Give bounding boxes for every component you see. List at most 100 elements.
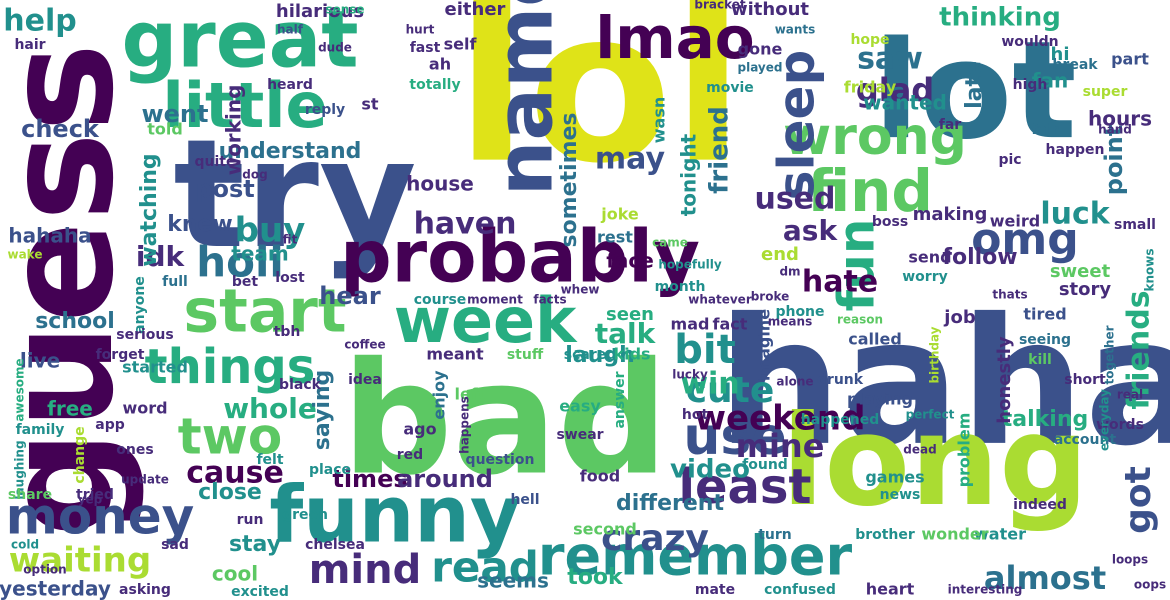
word-means: means — [768, 315, 812, 329]
word-meant: meant — [426, 345, 484, 364]
word-saying: saying — [310, 370, 335, 451]
word-ah: ah — [429, 55, 451, 74]
word-mad: mad — [671, 315, 710, 334]
word-half: half — [277, 23, 304, 37]
word-luck: luck — [1040, 197, 1110, 232]
word-used: used — [754, 182, 835, 217]
word-chelsea: chelsea — [305, 537, 365, 553]
word-hair: hair — [14, 37, 45, 53]
word-far: far — [939, 117, 962, 133]
word-sad: sad — [161, 537, 189, 553]
word-swear: swear — [556, 427, 603, 443]
word-glad: glad — [856, 71, 934, 109]
word-yep: yep — [78, 493, 103, 507]
word-around: around — [397, 465, 493, 493]
word-confused: confused — [764, 582, 836, 598]
word-tonight: tonight — [677, 133, 701, 216]
word-small: small — [1114, 217, 1156, 233]
word-wrong: wrong — [783, 107, 967, 167]
word-sense: sense — [325, 3, 364, 17]
word-friends: friends — [1122, 290, 1157, 409]
word-full: full — [162, 274, 188, 290]
word-without: without — [731, 0, 809, 20]
word-green: green — [282, 507, 328, 523]
word-house: house — [406, 172, 474, 196]
word-answer: answer — [612, 371, 628, 428]
word-try: try — [173, 108, 416, 282]
word-real: real — [1117, 388, 1143, 402]
word-thinking: thinking — [939, 3, 1061, 33]
word-share: share — [8, 487, 52, 503]
word-self: self — [444, 35, 478, 54]
word-told: told — [147, 120, 183, 139]
word-close: close — [198, 480, 262, 505]
word-check: check — [21, 115, 100, 143]
word-wanted: wanted — [863, 91, 947, 115]
word-things: things — [145, 339, 316, 395]
word-excited: excited — [231, 584, 289, 600]
word-whatever: whatever — [688, 293, 752, 307]
word-fair: fair — [1031, 122, 1058, 138]
word-weekend: weekend — [695, 399, 866, 439]
word-reason: reason — [837, 313, 883, 327]
word-video: video — [670, 455, 750, 485]
word-lost: lost — [275, 270, 305, 286]
word-wake: wake — [8, 248, 43, 262]
word-read: read — [431, 543, 539, 592]
word-pic: pic — [998, 152, 1021, 168]
word-talk: talk — [595, 317, 657, 350]
word-friend: friend — [705, 106, 735, 194]
word-great: great — [121, 0, 358, 85]
word-remember: remember — [538, 525, 853, 588]
word-idk: idk — [136, 240, 186, 273]
word-bracket: bracket — [694, 0, 746, 12]
word-felt: felt — [256, 452, 283, 468]
word-tired: tired — [1023, 305, 1066, 324]
word-wasn: wasn — [650, 97, 669, 144]
word-waiting: waiting — [9, 541, 151, 581]
word-find: find — [807, 157, 933, 225]
word-break: break — [1052, 57, 1098, 73]
word-post: post — [195, 175, 254, 203]
word-totally: totally — [409, 77, 460, 93]
word-working: working — [222, 85, 246, 176]
word-hi: hi — [1051, 44, 1070, 65]
word-red: red — [397, 447, 423, 463]
word-honestly: honestly — [994, 336, 1015, 424]
word-drunk: drunk — [817, 372, 864, 388]
word-stay: stay — [229, 532, 281, 557]
word-happens: happens — [458, 396, 472, 454]
word-funny: funny — [269, 470, 520, 560]
word-food: food — [580, 467, 620, 486]
word-cute: cute — [686, 370, 775, 411]
word-whew: whew — [561, 283, 600, 297]
word-two: two — [178, 408, 282, 466]
word-crazy: crazy — [601, 518, 709, 559]
word-kill: kill — [1028, 352, 1052, 368]
word-use: use — [683, 407, 786, 467]
word-course: course — [414, 292, 467, 308]
word-brother: brother — [855, 527, 915, 543]
word-either: either — [445, 0, 506, 20]
word-played: played — [738, 61, 783, 75]
word-fact: fact — [713, 315, 748, 334]
word-saw: saw — [857, 42, 923, 77]
word-knew: knew — [167, 212, 233, 237]
word-reply: reply — [305, 102, 345, 118]
word-awesome: awesome — [13, 358, 27, 421]
word-wouldn: wouldn — [1001, 34, 1058, 50]
word-kids: kids — [613, 345, 650, 364]
word-went: went — [141, 100, 208, 128]
word-ones: ones — [116, 442, 153, 458]
word-update: update — [121, 473, 169, 487]
word-help: help — [3, 4, 76, 39]
word-send: send — [908, 248, 951, 267]
word-omg: omg — [971, 214, 1079, 265]
word-hope: hope — [850, 32, 889, 48]
word-worry: worry — [902, 269, 948, 285]
word-movie: movie — [706, 80, 754, 96]
word-tried: tried — [76, 487, 114, 503]
word-hilarious: hilarious — [276, 1, 364, 22]
word-week: week — [394, 284, 578, 357]
